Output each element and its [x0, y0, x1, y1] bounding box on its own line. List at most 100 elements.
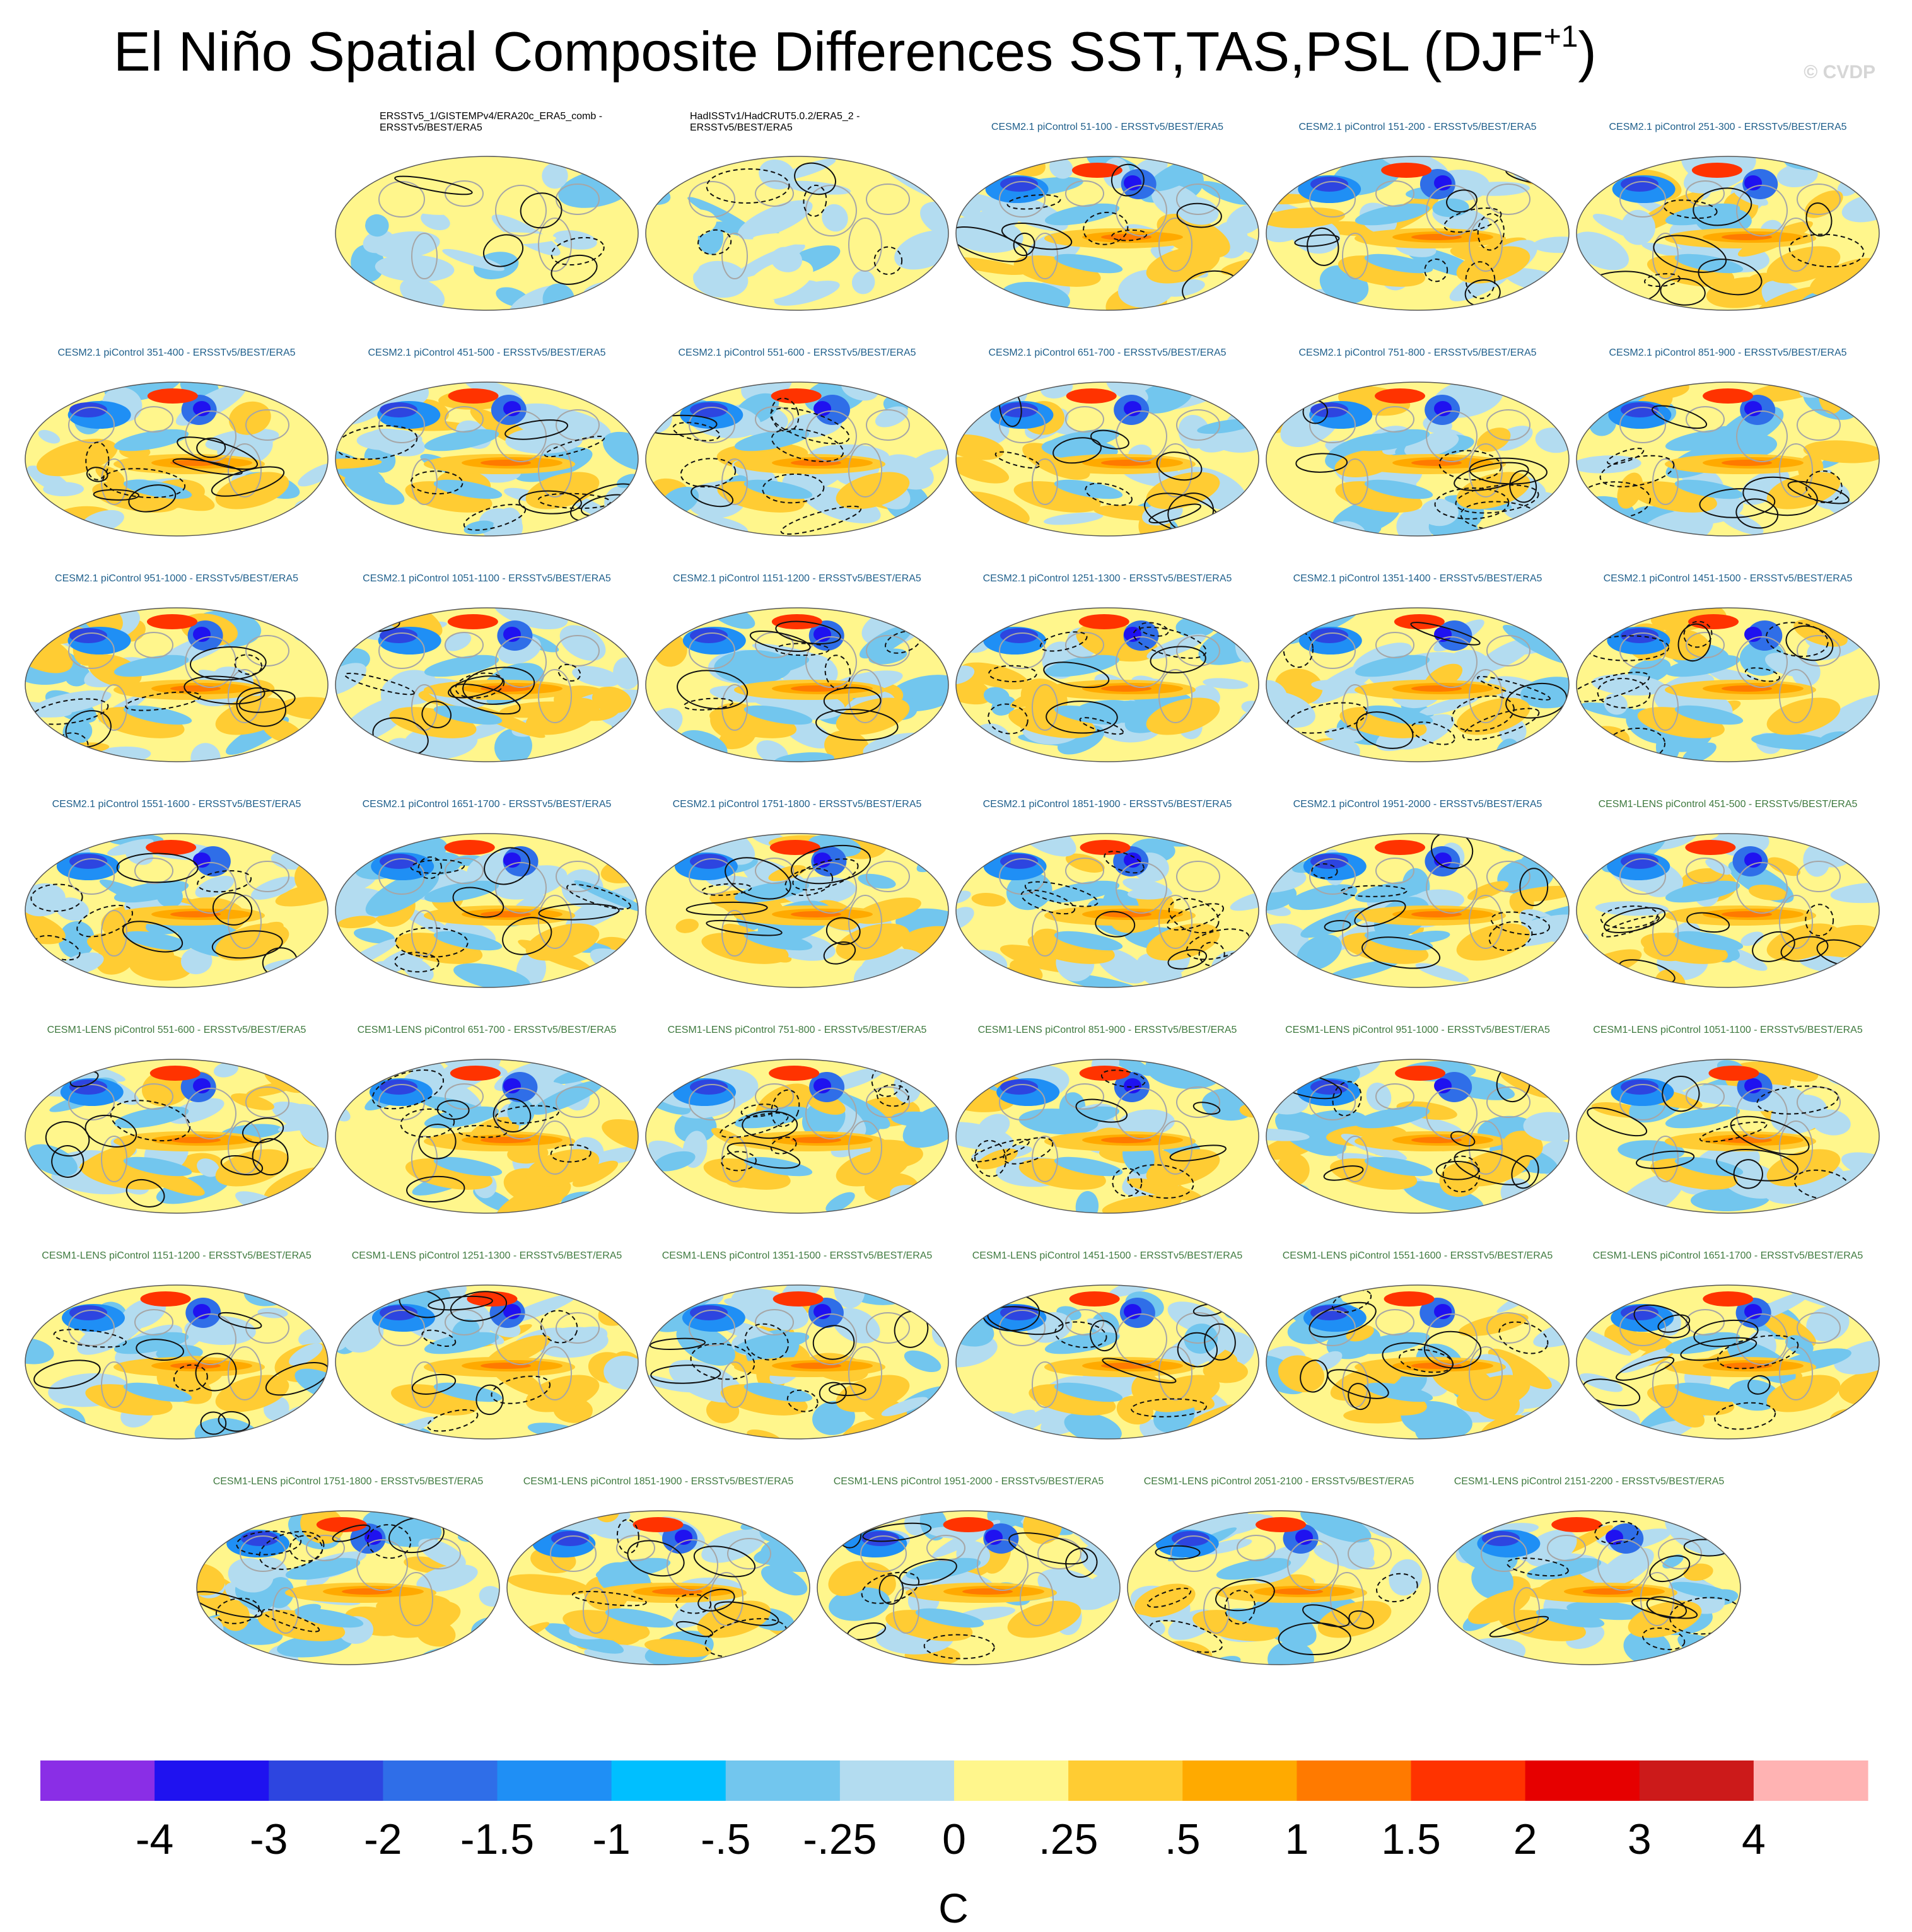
map-field — [1577, 382, 1879, 536]
map-panel: CESM2.1 piControl 551-600 - ERSSTv5/BEST… — [645, 347, 949, 537]
panel-label: CESM2.1 piControl 251-300 - ERSSTv5/BEST… — [1609, 122, 1846, 132]
map-outline — [335, 1284, 639, 1440]
colorbar-tick-label: 3 — [1628, 1815, 1652, 1863]
panel-label: CESM2.1 piControl 1751-1800 - ERSSTv5/BE… — [673, 799, 922, 810]
map-outline — [25, 1059, 329, 1214]
panel-label: CESM1-LENS piControl 1351-1500 - ERSSTv5… — [662, 1250, 933, 1261]
map-outline — [955, 1284, 1259, 1440]
map-panel: CESM1-LENS piControl 1851-1900 - ERSSTv5… — [506, 1476, 810, 1665]
map-outline — [645, 1284, 949, 1440]
figure-title-text: El Niño Spatial Composite Differences SS… — [114, 20, 1544, 83]
map-panel: CESM1-LENS piControl 651-700 - ERSSTv5/B… — [335, 1025, 639, 1214]
map-outline — [955, 607, 1259, 762]
map-outline — [335, 607, 639, 762]
map-field — [646, 1059, 948, 1213]
map-outline — [506, 1510, 810, 1665]
map-panel: CESM1-LENS piControl 751-800 - ERSSTv5/B… — [645, 1025, 949, 1214]
panel-label: CESM2.1 piControl 751-800 - ERSSTv5/BEST… — [1298, 347, 1536, 358]
panel-label: CESM1-LENS piControl 851-900 - ERSSTv5/B… — [978, 1025, 1237, 1035]
colorbar-swatch — [1068, 1760, 1183, 1801]
panel-label: CESM2.1 piControl 451-500 - ERSSTv5/BEST… — [368, 347, 605, 358]
map-outline — [645, 156, 949, 311]
panel-label: CESM1-LENS piControl 1951-2000 - ERSSTv5… — [834, 1476, 1104, 1487]
map-outline — [1266, 1284, 1570, 1440]
map-outline — [955, 1059, 1259, 1214]
map-panel: CESM2.1 piControl 1651-1700 - ERSSTv5/BE… — [335, 799, 639, 988]
map-panel: CESM2.1 piControl 951-1000 - ERSSTv5/BES… — [25, 573, 329, 762]
map-outline — [1437, 1510, 1741, 1665]
map-outline — [1266, 607, 1570, 762]
colorbar-tick-label: 4 — [1742, 1815, 1766, 1863]
map-panel: CESM1-LENS piControl 2051-2100 - ERSSTv5… — [1127, 1476, 1431, 1665]
panel-label: CESM2.1 piControl 51-100 - ERSSTv5/BEST/… — [991, 122, 1223, 132]
colorbar-swatch — [1182, 1760, 1297, 1801]
map-field — [25, 1059, 328, 1213]
panel-label: CESM2.1 piControl 551-600 - ERSSTv5/BEST… — [678, 347, 916, 358]
colorbar-tick-label: -3 — [250, 1815, 288, 1863]
map-outline — [817, 1510, 1121, 1665]
map-field — [646, 1285, 948, 1439]
panel-label: CESM2.1 piControl 1251-1300 - ERSSTv5/BE… — [983, 573, 1232, 584]
colorbar-tick-label: 1.5 — [1381, 1815, 1441, 1863]
map-outline — [1266, 1059, 1570, 1214]
colorbar-swatch — [1411, 1760, 1526, 1801]
panel-label: CESM1-LENS piControl 1451-1500 - ERSSTv5… — [972, 1250, 1243, 1261]
colorbar: -4 -3 -2 -1.5 -1 -.5 -.25 0 .25 .5 1 1.5 2 3 4 — [40, 1760, 1868, 1863]
map-field — [1577, 608, 1879, 762]
colorbar-swatch — [1297, 1760, 1411, 1801]
map-panel: ERSSTv5_1/GISTEMPv4/ERA20c_ERA5_comb -ER… — [335, 111, 639, 311]
map-field — [335, 608, 638, 762]
panel-label: CESM1-LENS piControl 1051-1100 - ERSSTv5… — [1593, 1025, 1863, 1035]
colorbar-swatch — [154, 1760, 269, 1801]
map-field — [335, 382, 638, 536]
panel-label: CESM1-LENS piControl 751-800 - ERSSTv5/B… — [668, 1025, 927, 1035]
map-field — [1266, 1059, 1569, 1213]
map-field — [1577, 1059, 1879, 1213]
map-panel: CESM1-LENS piControl 1951-2000 - ERSSTv5… — [817, 1476, 1121, 1665]
map-outline — [25, 1284, 329, 1440]
map-panel: CESM2.1 piControl 1351-1400 - ERSSTv5/BE… — [1266, 573, 1570, 762]
colorbar-swatch — [954, 1760, 1069, 1801]
map-panel: CESM2.1 piControl 1051-1100 - ERSSTv5/BE… — [335, 573, 639, 762]
map-panel: CESM1-LENS piControl 1251-1300 - ERSSTv5… — [335, 1250, 639, 1440]
map-panel: CESM2.1 piControl 1551-1600 - ERSSTv5/BE… — [25, 799, 329, 988]
map-panel: CESM1-LENS piControl 1351-1500 - ERSSTv5… — [645, 1250, 949, 1440]
map-outline — [25, 381, 329, 537]
map-field — [1266, 608, 1569, 762]
colorbar-tick-label: -.5 — [701, 1815, 750, 1863]
map-field — [25, 382, 328, 536]
map-panel: CESM1-LENS piControl 451-500 - ERSSTv5/B… — [1576, 799, 1880, 988]
map-field — [1577, 834, 1879, 987]
map-outline — [645, 833, 949, 988]
map-panel: CESM1-LENS piControl 1151-1200 - ERSSTv5… — [25, 1250, 329, 1440]
map-outline — [25, 833, 329, 988]
map-panels: ERSSTv5_1/GISTEMPv4/ERA20c_ERA5_comb -ER… — [25, 111, 1880, 1665]
map-panel: CESM1-LENS piControl 851-900 - ERSSTv5/B… — [955, 1025, 1259, 1214]
panel-label: CESM2.1 piControl 1451-1500 - ERSSTv5/BE… — [1604, 573, 1853, 584]
colorbar-swatch — [839, 1760, 955, 1801]
panel-label: CESM2.1 piControl 651-700 - ERSSTv5/BEST… — [988, 347, 1226, 358]
map-panel: CESM1-LENS piControl 951-1000 - ERSSTv5/… — [1266, 1025, 1570, 1214]
map-outline — [1266, 381, 1570, 537]
map-outline — [335, 1059, 639, 1214]
map-field — [1438, 1511, 1740, 1665]
colorbar-swatch — [269, 1760, 383, 1801]
panel-label: HadISSTv1/HadCRUT5.0.2/ERA5_2 -ERSSTv5/B… — [690, 111, 860, 133]
map-outline — [1576, 833, 1880, 988]
panel-label: CESM2.1 piControl 1151-1200 - ERSSTv5/BE… — [673, 573, 921, 584]
panel-label: ERSSTv5_1/GISTEMPv4/ERA20c_ERA5_comb -ER… — [380, 111, 602, 133]
map-panel: CESM2.1 piControl 1151-1200 - ERSSTv5/BE… — [645, 573, 949, 762]
panel-label: CESM2.1 piControl 1651-1700 - ERSSTv5/BE… — [363, 799, 612, 810]
map-field — [956, 1285, 1259, 1439]
map-field — [1266, 156, 1569, 310]
panel-label: CESM1-LENS piControl 951-1000 - ERSSTv5/… — [1285, 1025, 1550, 1035]
map-outline — [335, 381, 639, 537]
panel-label: CESM2.1 piControl 351-400 - ERSSTv5/BEST… — [57, 347, 295, 358]
map-outline — [1576, 1059, 1880, 1214]
map-panel: CESM1-LENS piControl 2151-2200 - ERSSTv5… — [1437, 1476, 1741, 1665]
map-field — [335, 834, 638, 987]
colorbar-swatch — [1525, 1760, 1640, 1801]
map-outline — [335, 156, 639, 311]
panel-label: CESM2.1 piControl 951-1000 - ERSSTv5/BES… — [55, 573, 298, 584]
